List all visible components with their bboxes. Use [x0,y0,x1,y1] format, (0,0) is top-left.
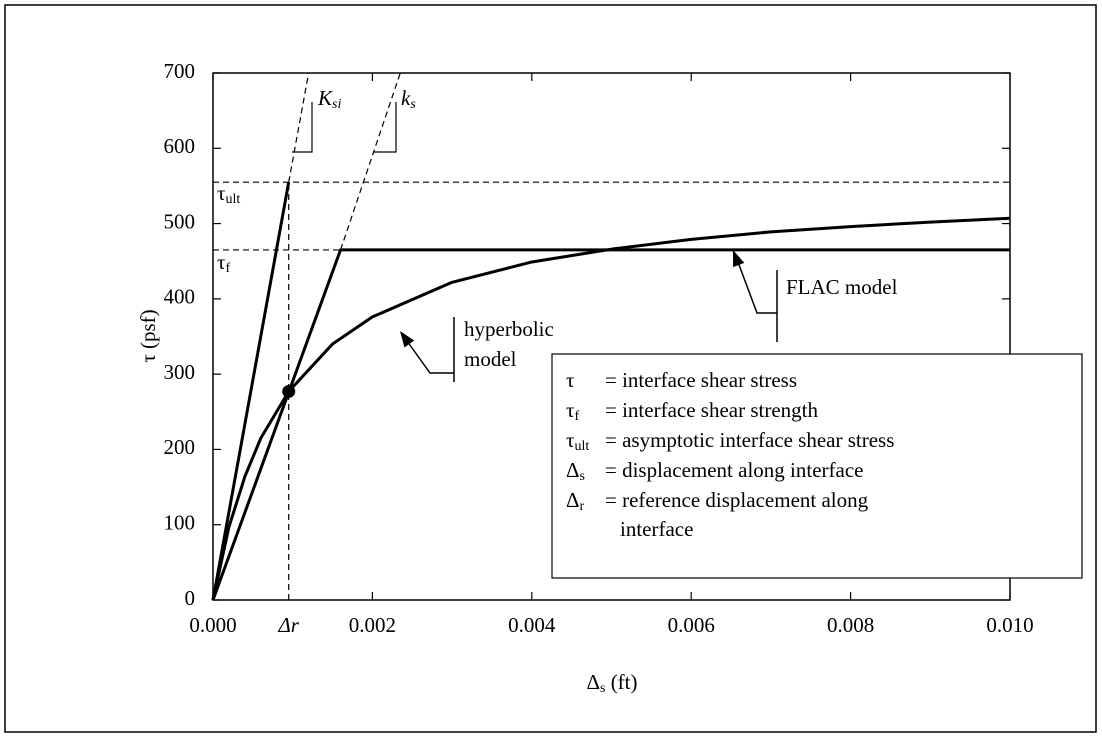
k-si-label-part: K [317,86,333,110]
y-tick-label: 0 [185,586,196,610]
definition-symbol-part: Δ [566,488,580,512]
reference-line [339,72,401,251]
label-line: model [464,347,517,371]
x-tick-label: 0.010 [986,613,1033,637]
x-tick-label: 0.006 [668,613,715,637]
model-curve [211,216,1011,601]
plot-frame [212,72,1011,601]
slope-bracket [374,102,397,153]
tau-ult-label-part: ult [225,192,240,207]
callout-arrow-head [400,331,415,348]
definition-symbol-part: τ [566,428,574,452]
x-tick-label: 0.002 [349,613,396,637]
x-axis-label-part: s [600,681,605,696]
definition-text: interface [620,517,693,541]
x-axis-label-part: (ft) [605,670,637,694]
definition-symbol-part: Δ [566,458,580,482]
delta-r-label: Δr [277,613,299,637]
definition-symbol-part: τ [566,398,574,422]
definition-symbol: Δr [566,488,585,514]
definition-symbol: τ [566,368,574,392]
x-tick-label: 0.004 [508,613,556,637]
tau-ult-label: τult [217,181,240,207]
k-si-label-part: si [332,97,341,112]
reference-point [282,384,296,398]
definition-text: = interface shear strength [605,398,818,422]
definition-symbol-part: f [574,409,579,424]
y-tick-label: 200 [164,435,196,459]
y-tick-label: 400 [164,285,196,309]
y-tick-label: 300 [164,360,196,384]
y-tick-label: 600 [164,134,196,158]
definition-text: = interface shear stress [605,368,797,392]
definition-text: = displacement along interface [605,458,863,482]
k-si-label: Ksi [317,86,341,112]
tau-f-label-part: f [225,261,230,276]
definition-text: = reference displacement along [605,488,869,512]
reference-line [211,181,291,601]
definition-symbol: Δs [566,458,585,484]
y-axis-label: τ (psf) [136,309,160,362]
x-tick-label: 0.008 [827,613,874,637]
tau-f-label: τf [217,250,230,276]
tau-ult-label-part: τ [217,181,225,205]
definition-symbol: τf [566,398,579,424]
definitions-box [551,353,1083,579]
y-tick-label: 100 [164,511,196,535]
callout-arrow [734,253,777,314]
definition-symbol-part: s [580,469,585,484]
x-axis-label: Δs (ft) [586,670,637,696]
callout-arrow [401,333,454,374]
y-tick-label: 500 [164,209,196,233]
definition-symbol-part: τ [566,368,574,392]
x-axis-label-part: Δ [586,670,600,694]
callout-arrow-head [733,250,745,268]
definition-symbol-part: ult [574,439,589,454]
flac-label: FLAC model [786,275,898,299]
hyperbolic-label: hyperbolic model [464,317,554,371]
definition-text: = asymptotic interface shear stress [605,428,894,452]
outer-frame [4,4,1097,733]
definition-symbol-part: r [580,499,585,514]
reference-line [288,72,310,183]
definition-symbol: τult [566,428,589,454]
y-tick-label: 700 [164,59,196,83]
x-tick-label: 0.000 [189,613,236,637]
slope-bracket [292,102,313,153]
k-s-label-part: s [410,97,416,112]
label-line: hyperbolic [464,317,554,341]
k-s-label: ks [401,86,416,112]
tau-f-label-part: τ [217,250,225,274]
k-s-label-part: k [401,86,411,110]
